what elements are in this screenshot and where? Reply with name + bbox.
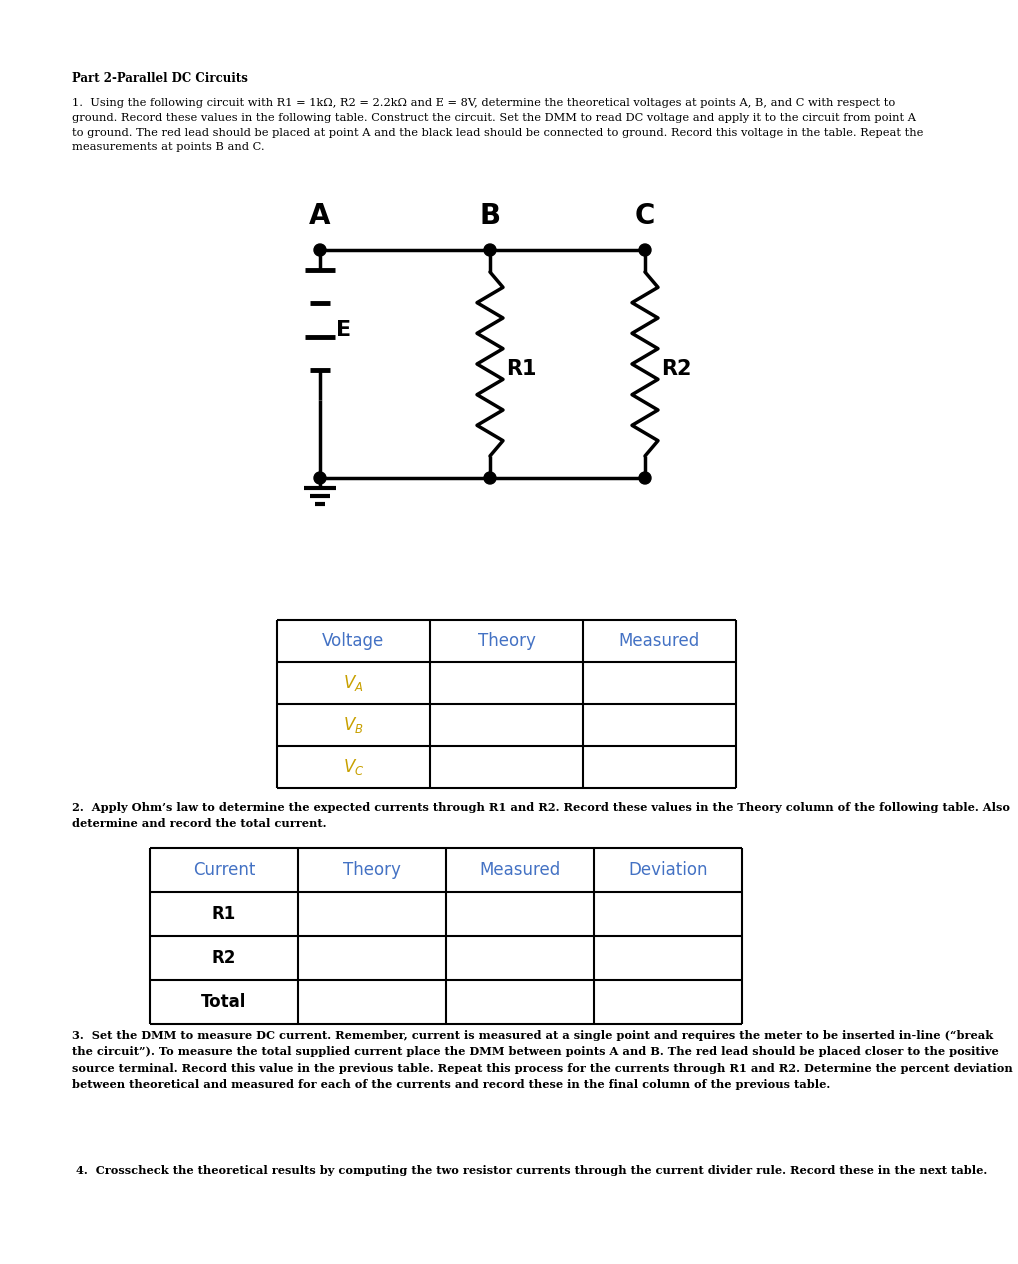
Text: R1: R1 (212, 905, 236, 923)
Text: Theory: Theory (343, 861, 401, 878)
Text: 1.  Using the following circuit with R1 = 1kΩ, R2 = 2.2kΩ and E = 8V, determine : 1. Using the following circuit with R1 =… (72, 99, 923, 153)
Circle shape (314, 471, 326, 484)
Text: $V_C$: $V_C$ (343, 757, 364, 777)
Circle shape (639, 244, 651, 257)
Text: Current: Current (192, 861, 256, 878)
Text: Part 2-Parallel DC Circuits: Part 2-Parallel DC Circuits (72, 72, 247, 85)
Text: Voltage: Voltage (323, 632, 385, 650)
Text: A: A (309, 202, 331, 230)
Text: Deviation: Deviation (628, 861, 708, 878)
Text: $V_B$: $V_B$ (343, 715, 363, 734)
Circle shape (314, 244, 326, 257)
Circle shape (639, 471, 651, 484)
Text: 2.  Apply Ohm’s law to determine the expected currents through R1 and R2. Record: 2. Apply Ohm’s law to determine the expe… (72, 801, 1010, 829)
Text: E: E (336, 320, 351, 340)
Text: R1: R1 (506, 359, 536, 379)
Circle shape (484, 471, 496, 484)
Text: C: C (635, 202, 656, 230)
Text: Measured: Measured (479, 861, 561, 878)
Text: $V_A$: $V_A$ (343, 672, 363, 693)
Text: R2: R2 (212, 949, 236, 967)
Text: Theory: Theory (477, 632, 535, 650)
Circle shape (484, 244, 496, 257)
Text: 3.  Set the DMM to measure DC current. Remember, current is measured at a single: 3. Set the DMM to measure DC current. Re… (72, 1030, 1013, 1090)
Text: B: B (479, 202, 501, 230)
Text: Total: Total (202, 994, 246, 1011)
Text: R2: R2 (661, 359, 691, 379)
Text: Measured: Measured (619, 632, 700, 650)
Text: 4.  Crosscheck the theoretical results by computing the two resistor currents th: 4. Crosscheck the theoretical results by… (72, 1165, 987, 1176)
